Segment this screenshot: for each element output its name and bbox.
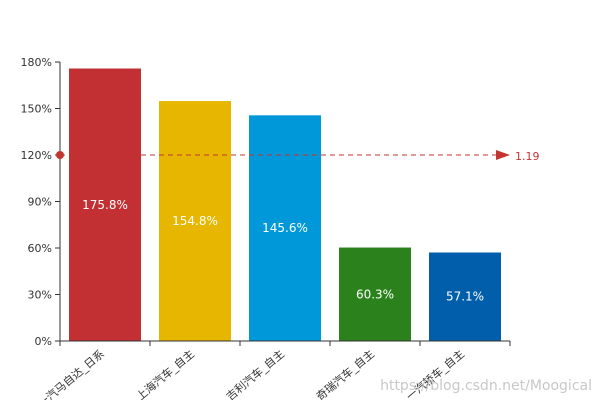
x-category-label: 奇瑞汽车_自主 bbox=[313, 347, 377, 400]
bar bbox=[159, 101, 231, 341]
bar bbox=[69, 68, 141, 341]
y-tick-label: 120% bbox=[21, 149, 52, 162]
bars-group: 175.8% 154.8% 145.6% 60.3% 57.1% bbox=[69, 68, 501, 341]
bar-data-label: 145.6% bbox=[262, 221, 308, 235]
y-axis: 0% 30% 60% 90% 120% 150% 180% bbox=[21, 56, 61, 348]
reference-line-arrow bbox=[496, 150, 510, 160]
reference-line-group: 1.19 bbox=[56, 150, 540, 163]
x-category-label: 上海汽车_自主 bbox=[133, 347, 197, 400]
y-tick-label: 90% bbox=[28, 196, 52, 209]
bar bbox=[249, 115, 321, 341]
bar-data-label: 57.1% bbox=[446, 290, 484, 304]
y-tick-label: 30% bbox=[28, 289, 52, 302]
bar bbox=[339, 247, 411, 341]
bar-data-label: 154.8% bbox=[172, 214, 218, 228]
x-category-label: 一汽马自达_日系 bbox=[35, 347, 107, 400]
y-tick-label: 0% bbox=[35, 335, 52, 348]
bar bbox=[429, 252, 501, 341]
y-tick-label: 180% bbox=[21, 56, 52, 69]
reference-line-label: 1.19 bbox=[515, 150, 540, 163]
bar-data-label: 60.3% bbox=[356, 287, 394, 301]
bar-data-label: 175.8% bbox=[82, 198, 128, 212]
y-tick-label: 150% bbox=[21, 103, 52, 116]
watermark: https://blog.csdn.net/Moogical bbox=[380, 378, 592, 394]
y-tick-label: 60% bbox=[28, 242, 52, 255]
x-category-label: 吉利汽车_自主 bbox=[223, 347, 287, 400]
